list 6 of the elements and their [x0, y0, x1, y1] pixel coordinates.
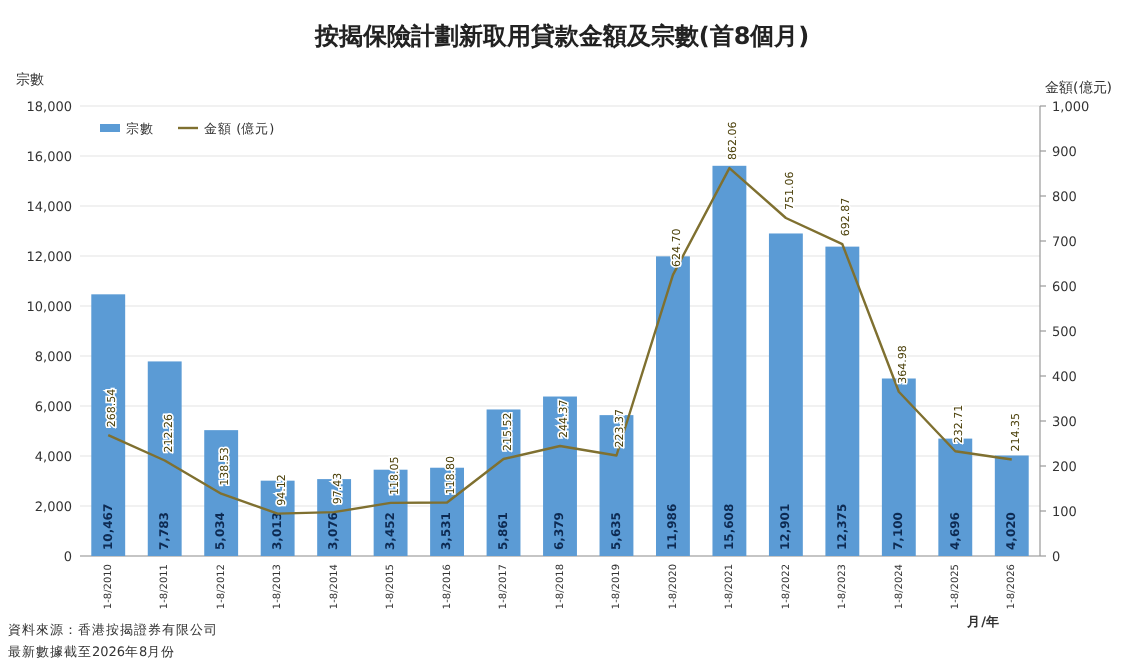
chart-title: 按揭保險計劃新取用貸款金額及宗數(首8個月)	[312, 22, 810, 50]
bar	[91, 294, 126, 556]
bar	[768, 233, 803, 556]
bar	[825, 246, 860, 556]
bar	[994, 455, 1029, 556]
bar	[712, 165, 747, 556]
